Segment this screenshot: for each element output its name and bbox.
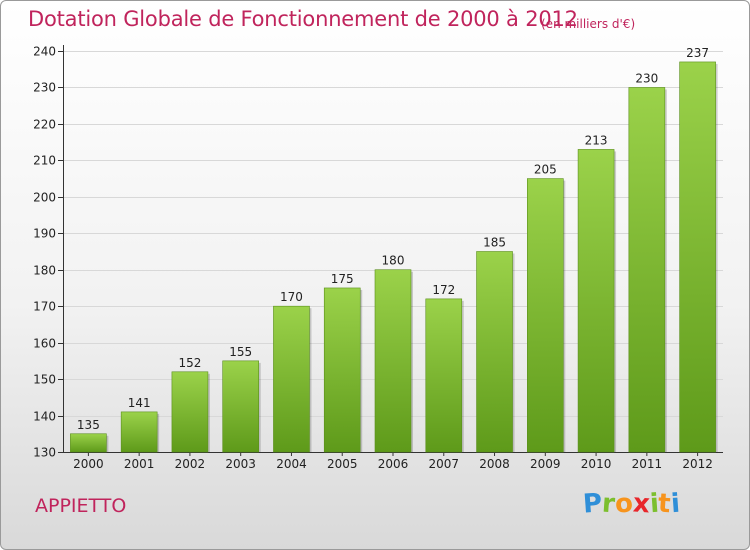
logo-letter: o <box>613 488 634 520</box>
bar-2001 <box>120 411 158 453</box>
bar-2000 <box>70 433 107 453</box>
logo-letter: P <box>581 488 604 520</box>
bar-2007 <box>425 298 463 453</box>
y-tick-label: 200 <box>33 191 56 205</box>
commune-name: APPIETTO <box>35 495 127 517</box>
x-tick-label: 2002 <box>175 457 206 471</box>
x-tick-label: 2004 <box>276 457 307 471</box>
value-label: 175 <box>331 272 354 286</box>
bar-2012 <box>679 61 716 453</box>
x-tick-label: 2011 <box>632 457 663 471</box>
y-tick-label: 230 <box>33 81 56 95</box>
value-label: 213 <box>585 133 608 147</box>
value-label: 185 <box>483 236 506 250</box>
value-label: 152 <box>178 356 201 370</box>
bars <box>70 61 718 453</box>
logo-letter: x <box>631 488 651 520</box>
labels: 130 140 150 160 170 180 190 200 210 220 230 240 135 2… <box>33 45 713 472</box>
x-tick-label: 2003 <box>225 457 256 471</box>
bar-2002 <box>171 371 209 453</box>
y-tick-label: 220 <box>33 118 56 132</box>
chart-subtitle: (en milliers d'€) <box>541 17 636 31</box>
bar-2004 <box>273 305 310 453</box>
value-label: 180 <box>382 254 405 268</box>
value-label: 237 <box>686 46 709 60</box>
value-label: 155 <box>229 345 252 359</box>
chart-title: Dotation Globale de Fonctionnement de 20… <box>28 7 578 31</box>
x-tick-label: 2001 <box>124 457 155 471</box>
y-tick-label: 170 <box>33 300 56 314</box>
value-label: 172 <box>432 283 455 297</box>
x-tick-label: 2000 <box>73 457 104 471</box>
x-tick-label: 2005 <box>327 457 358 471</box>
y-tick-label: 140 <box>33 410 56 424</box>
x-tick-label: 2007 <box>428 457 459 471</box>
bar-2008 <box>476 251 513 453</box>
x-tick-label: 2006 <box>378 457 409 471</box>
bar-2009 <box>527 178 564 453</box>
y-tick-label: 190 <box>33 227 56 241</box>
value-label: 141 <box>128 396 151 410</box>
x-tick-label: 2009 <box>530 457 561 471</box>
value-label: 230 <box>635 71 658 85</box>
bar-2010 <box>577 149 615 453</box>
y-tick-label: 150 <box>33 373 56 387</box>
bar-2006 <box>374 269 412 453</box>
bar-2011 <box>628 87 666 453</box>
y-tick-label: 160 <box>33 337 56 351</box>
axes <box>58 45 723 456</box>
x-tick-label: 2008 <box>479 457 510 471</box>
y-tick-label: 240 <box>33 45 56 59</box>
y-tick-label: 180 <box>33 264 56 278</box>
x-tick-label: 2010 <box>581 457 612 471</box>
value-label: 170 <box>280 290 303 304</box>
bar-2005 <box>323 287 361 453</box>
y-tick-label: 130 <box>33 446 56 460</box>
value-label: 205 <box>534 163 557 177</box>
y-tick-label: 210 <box>33 154 56 168</box>
x-tick-label: 2012 <box>682 457 713 471</box>
bar-2003 <box>222 360 259 453</box>
proxiti-logo: Proxiti <box>581 488 681 520</box>
logo-letter: i <box>669 488 681 520</box>
value-label: 135 <box>77 418 100 432</box>
